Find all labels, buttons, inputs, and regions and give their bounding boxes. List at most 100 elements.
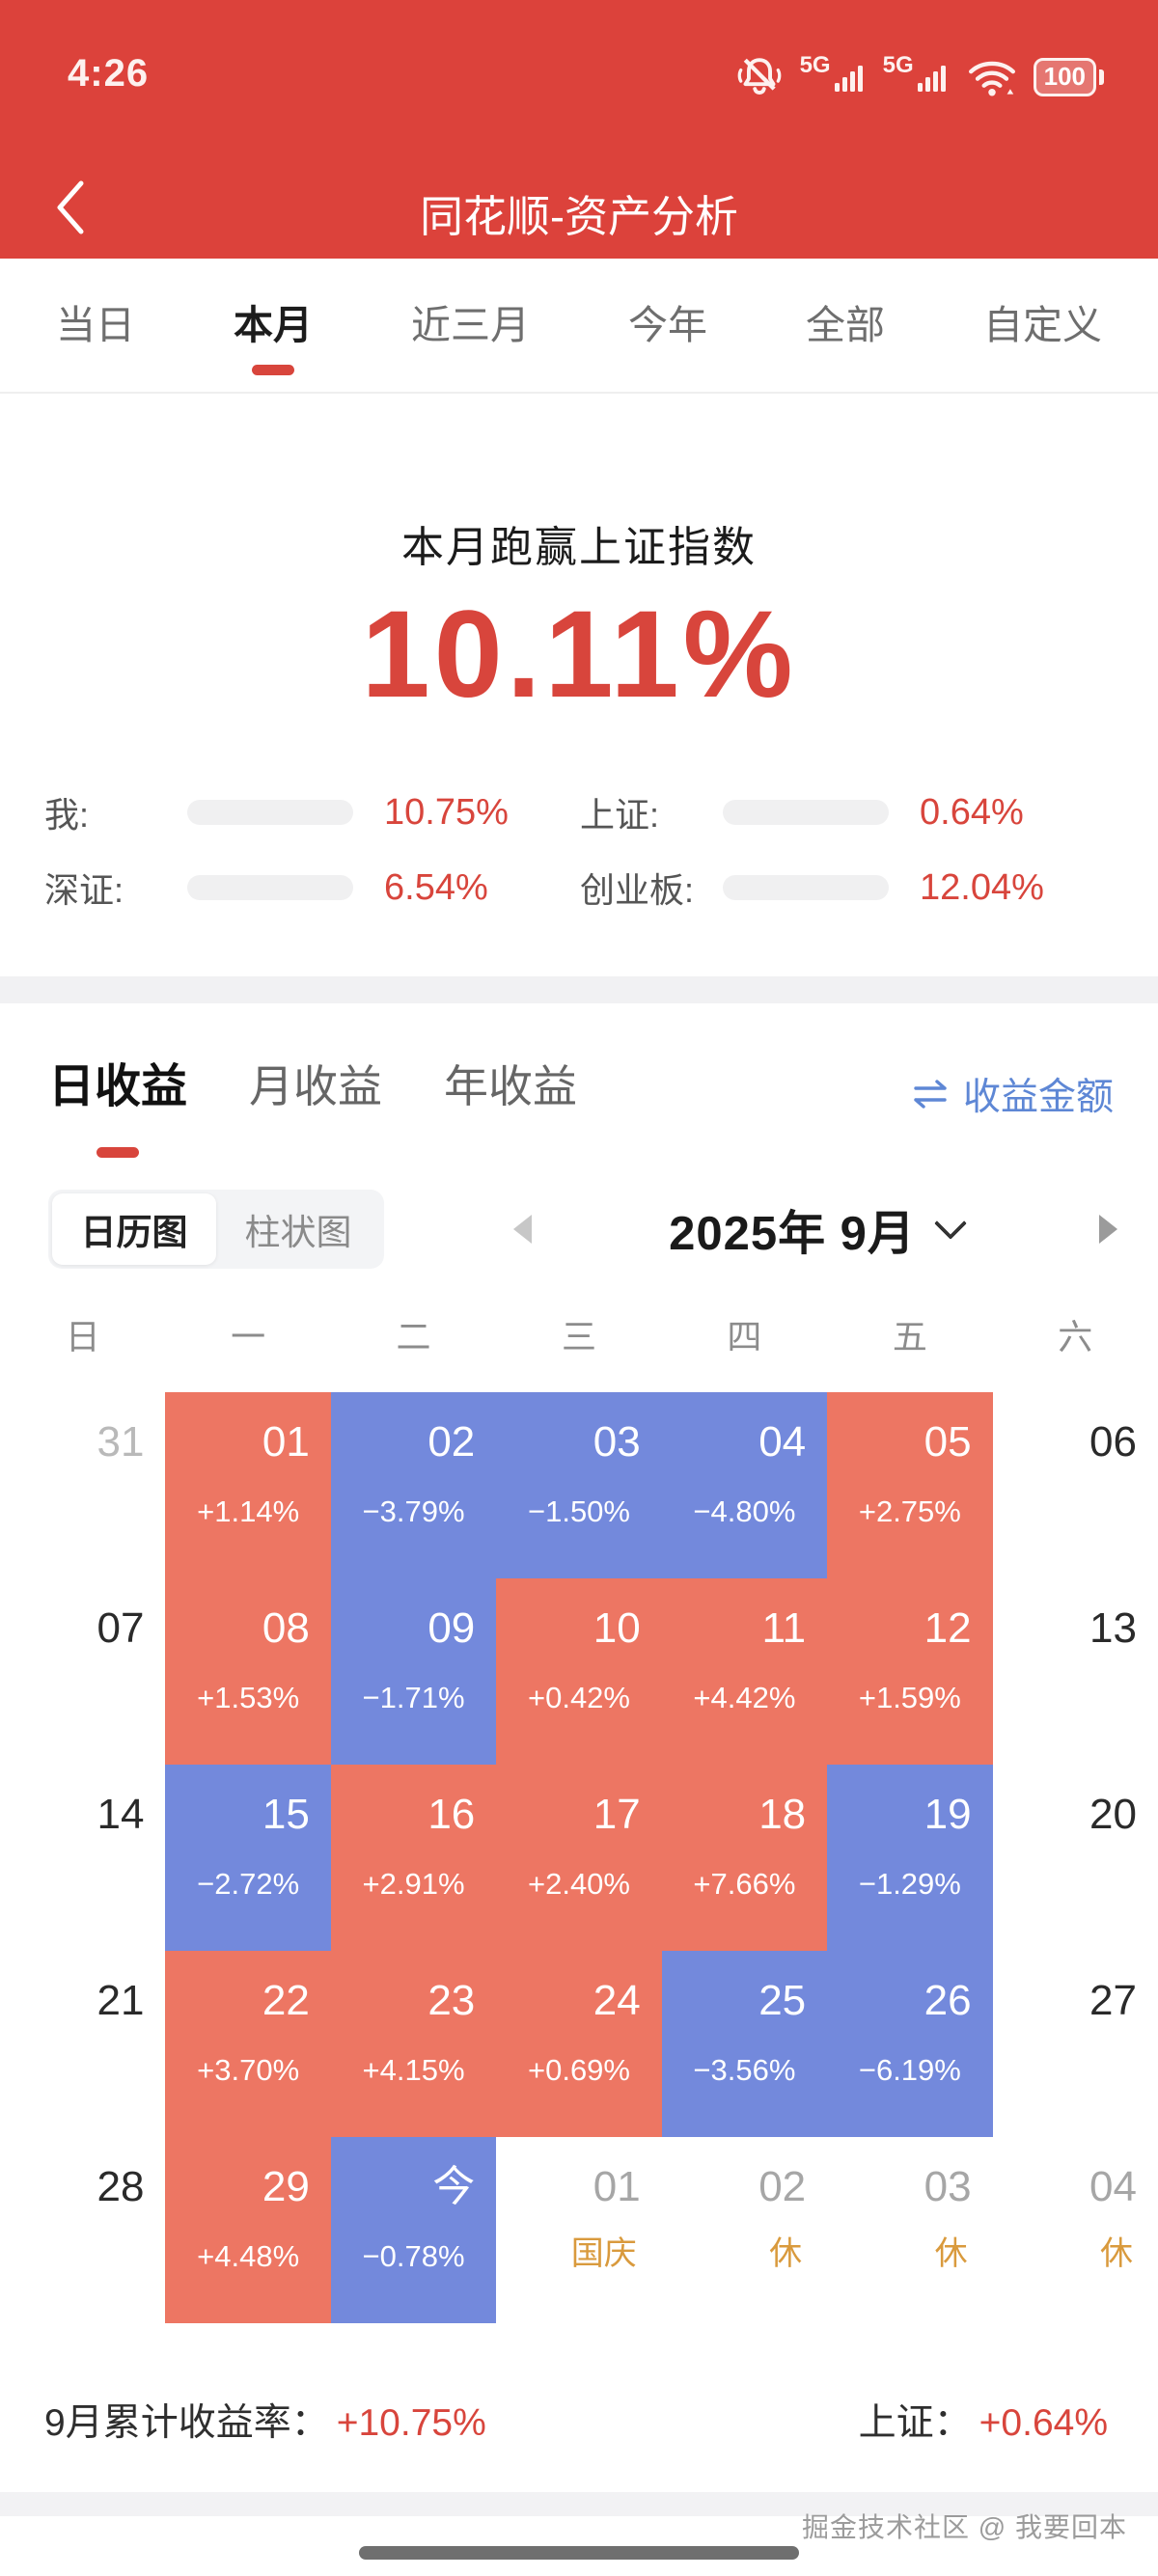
day-number: 08 — [262, 1604, 310, 1652]
day-number: 12 — [924, 1604, 972, 1652]
period-tab[interactable]: 自定义 — [983, 305, 1102, 345]
calendar-day-cell[interactable]: 14 — [0, 1765, 165, 1951]
view-toggle-option[interactable]: 柱状图 — [216, 1193, 380, 1265]
calendar-day-cell[interactable]: 08 +1.53% — [165, 1578, 331, 1765]
calendar-day-cell[interactable]: 02 −3.79% — [330, 1392, 497, 1578]
day-return: +1.14% — [197, 1494, 300, 1528]
weekday-label: 二 — [396, 1317, 431, 1357]
active-tab-underline — [96, 1147, 139, 1158]
weekday-label: 五 — [892, 1317, 927, 1357]
calendar-day-cell[interactable]: 29 +4.48% — [165, 2137, 331, 2323]
calendar-day-cell[interactable]: 02 休 — [662, 2137, 827, 2323]
calendar-day-cell[interactable]: 25 −3.56% — [661, 1951, 828, 2137]
period-tab[interactable]: 近三月 — [411, 305, 530, 345]
calendar-day-cell[interactable]: 26 −6.19% — [827, 1951, 993, 2137]
day-number: 15 — [262, 1791, 310, 1838]
calendar-day-cell[interactable]: 28 — [0, 2137, 165, 2323]
calendar-day-cell[interactable]: 01 +1.14% — [165, 1392, 331, 1578]
view-toggle-label: 日历图 — [80, 1213, 188, 1252]
next-month-button[interactable] — [1099, 1215, 1117, 1244]
weekday-label: 一 — [231, 1317, 266, 1357]
period-tab-label: 今年 — [628, 302, 707, 347]
calendar-day-cell[interactable]: 31 — [0, 1392, 165, 1578]
back-button[interactable] — [46, 176, 96, 239]
battery-indicator: 100 — [1033, 58, 1104, 96]
day-return: −6.19% — [858, 2053, 961, 2087]
day-return: −1.71% — [362, 1681, 465, 1714]
calendar-day-cell[interactable]: 19 −1.29% — [827, 1765, 993, 1951]
day-number: 03 — [593, 1418, 641, 1466]
calendar-day-cell[interactable]: 04 −4.80% — [661, 1392, 828, 1578]
income-tab[interactable]: 月收益 — [249, 1064, 382, 1109]
benchmark-row: 我: 10.75% — [44, 791, 580, 836]
calendar-day-cell[interactable]: 03 休 — [827, 2137, 992, 2323]
watermark: 掘金技术社区 @ 我要回本 — [802, 2512, 1127, 2542]
calendar-day-cell[interactable]: 20 — [993, 1765, 1158, 1951]
swap-arrows-icon — [914, 1080, 947, 1109]
calendar-day-cell[interactable]: 07 — [0, 1578, 165, 1765]
calendar-day-cell[interactable]: 27 — [993, 1951, 1158, 2137]
carrier-label: 5G — [882, 52, 914, 78]
day-number: 09 — [427, 1604, 476, 1652]
benchmark-comparison: 我: 10.75% 上证: 0.64% 深证: 6.54% — [44, 791, 1116, 911]
day-number: 23 — [427, 1977, 476, 2024]
day-number: 20 — [1089, 1791, 1137, 1838]
day-return: +7.66% — [693, 1867, 796, 1901]
calendar-day-cell[interactable]: 03 −1.50% — [496, 1392, 662, 1578]
calendar-day-cell[interactable]: 18 +7.66% — [661, 1765, 828, 1951]
day-number: 11 — [761, 1604, 807, 1652]
calendar-day-cell[interactable]: 22 +3.70% — [165, 1951, 331, 2137]
calendar-day-cell[interactable]: 15 −2.72% — [165, 1765, 331, 1951]
income-amount-switch[interactable]: 收益金额 — [909, 1067, 1114, 1121]
calendar-day-cell[interactable]: 11 +4.42% — [661, 1578, 828, 1765]
period-tab[interactable]: 本月 — [234, 305, 313, 375]
day-return: 休 — [1100, 2235, 1133, 2272]
calendar-day-cell[interactable]: 13 — [993, 1578, 1158, 1765]
benchmark-value: 0.64% — [920, 791, 1024, 833]
calendar-day-cell[interactable]: 06 — [993, 1392, 1158, 1578]
benchmark-value: 12.04% — [920, 866, 1044, 908]
section-separator — [0, 2492, 1158, 2516]
income-tab[interactable]: 日收益 — [48, 1064, 187, 1158]
calendar-day-cell[interactable]: 09 −1.71% — [330, 1578, 497, 1765]
prev-month-button[interactable] — [513, 1215, 532, 1244]
calendar-day-cell[interactable]: 04 休 — [993, 2137, 1158, 2323]
calendar-day-cell[interactable]: 05 +2.75% — [827, 1392, 993, 1578]
index-return-label: 上证： — [858, 2402, 972, 2444]
calendar-day-cell[interactable]: 16 +2.91% — [330, 1765, 497, 1951]
period-tab[interactable]: 今年 — [628, 302, 707, 347]
calendar-day-cell[interactable]: 10 +0.42% — [496, 1578, 662, 1765]
calendar-day-cell[interactable]: 21 — [0, 1951, 165, 2137]
day-number: 02 — [427, 1418, 476, 1466]
calendar-day-cell[interactable]: 12 +1.59% — [827, 1578, 993, 1765]
period-tab[interactable]: 当日 — [56, 305, 135, 345]
period-tab[interactable]: 全部 — [806, 302, 885, 347]
income-tab[interactable]: 年收益 — [444, 1064, 577, 1109]
day-number: 16 — [427, 1791, 476, 1838]
income-tab-label: 月收益 — [249, 1061, 383, 1111]
month-selector[interactable]: 2025年 9月 — [669, 1195, 967, 1264]
day-return: −1.29% — [858, 1867, 961, 1901]
view-toggle-label: 柱状图 — [244, 1213, 352, 1252]
day-number: 17 — [593, 1791, 641, 1838]
calendar-day-cell[interactable]: 23 +4.15% — [330, 1951, 497, 2137]
cellular-signal-icon: 5G — [883, 54, 951, 93]
calendar-day-cell[interactable]: 今 −0.78% — [330, 2137, 497, 2323]
income-tab-label: 年收益 — [444, 1061, 578, 1111]
benchmark-row: 上证: 0.64% — [580, 791, 1116, 836]
benchmark-label: 上证: — [580, 795, 660, 835]
day-number: 29 — [262, 2163, 310, 2210]
day-number: 03 — [924, 2163, 972, 2210]
calendar-day-cell[interactable]: 17 +2.40% — [496, 1765, 662, 1951]
day-number: 21 — [96, 1977, 145, 2024]
view-toggle-option[interactable]: 日历图 — [52, 1193, 216, 1265]
day-return: −1.50% — [527, 1494, 630, 1528]
day-return: 休 — [934, 2235, 968, 2272]
day-return: +1.53% — [197, 1681, 300, 1714]
month-navigator: 2025年 9月 — [513, 1190, 1117, 1269]
home-indicator[interactable] — [359, 2546, 799, 2560]
calendar-day-cell[interactable]: 24 +0.69% — [496, 1951, 662, 2137]
period-tab-label: 全部 — [806, 302, 885, 347]
calendar-day-cell[interactable]: 01 国庆 — [496, 2137, 661, 2323]
day-return: +4.42% — [693, 1681, 796, 1714]
